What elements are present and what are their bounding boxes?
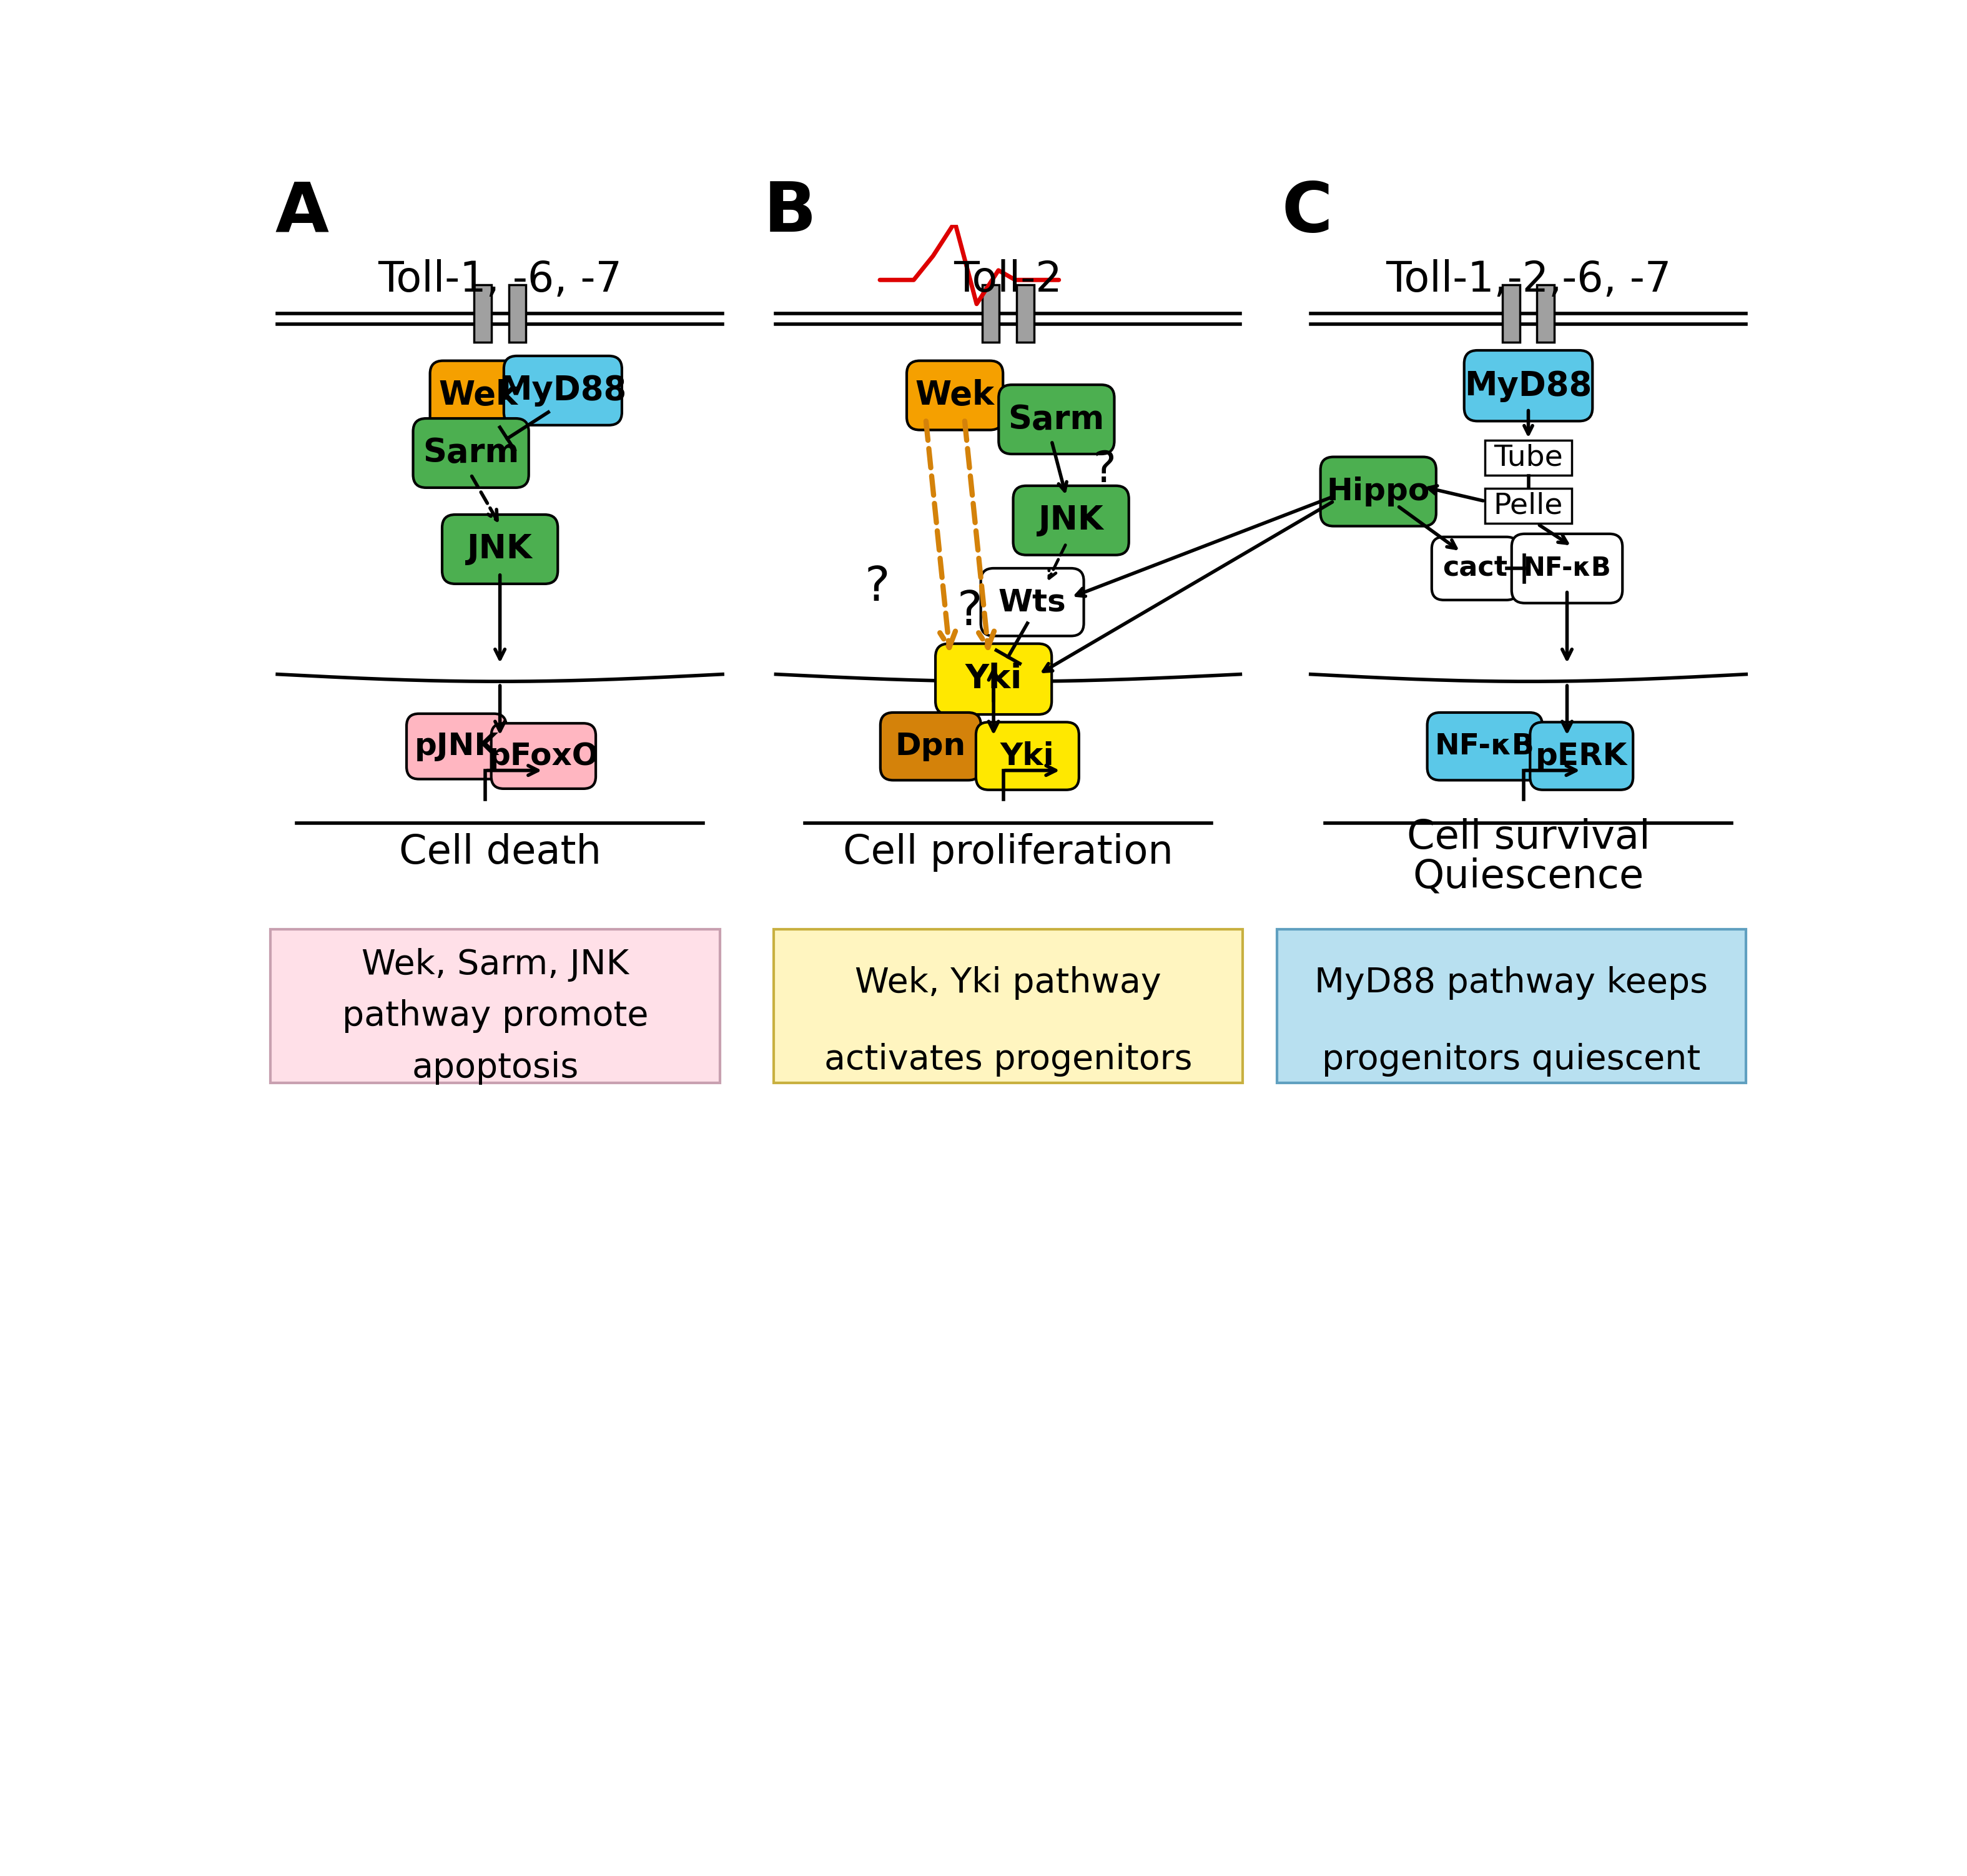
Text: Sarm: Sarm (1009, 403, 1105, 435)
FancyBboxPatch shape (1428, 713, 1542, 780)
Text: progenitors quiescent: progenitors quiescent (1322, 1043, 1701, 1077)
FancyBboxPatch shape (1485, 488, 1572, 523)
Text: Wek: Wek (439, 379, 517, 411)
Text: pERK: pERK (1536, 741, 1627, 771)
FancyBboxPatch shape (1017, 285, 1035, 343)
Text: ?: ? (865, 565, 891, 612)
FancyBboxPatch shape (1503, 285, 1520, 343)
Text: Toll-1,-2,-6, -7: Toll-1,-2,-6, -7 (1385, 259, 1672, 300)
Text: NF-κB: NF-κB (1434, 732, 1534, 760)
Text: MyD88: MyD88 (1465, 370, 1591, 401)
Text: pFoxO: pFoxO (488, 741, 598, 771)
Text: Yki: Yki (1001, 741, 1054, 771)
FancyBboxPatch shape (504, 356, 622, 426)
FancyBboxPatch shape (1485, 441, 1572, 475)
FancyBboxPatch shape (1463, 351, 1593, 420)
FancyBboxPatch shape (1320, 458, 1436, 525)
FancyBboxPatch shape (999, 385, 1115, 454)
Text: Cell death: Cell death (399, 833, 602, 872)
FancyBboxPatch shape (431, 360, 527, 430)
FancyBboxPatch shape (1432, 537, 1519, 600)
Text: apoptosis: apoptosis (411, 1051, 578, 1084)
FancyBboxPatch shape (443, 514, 559, 583)
Text: C: C (1282, 180, 1332, 246)
FancyBboxPatch shape (982, 285, 999, 343)
FancyBboxPatch shape (1277, 929, 1747, 1082)
Text: Wek, Yki pathway: Wek, Yki pathway (856, 966, 1161, 1000)
Text: JNK: JNK (1039, 505, 1103, 537)
Text: ?: ? (956, 589, 982, 634)
FancyBboxPatch shape (1536, 285, 1554, 343)
Text: Cell survival: Cell survival (1406, 818, 1650, 857)
FancyBboxPatch shape (492, 724, 596, 788)
FancyBboxPatch shape (407, 713, 506, 779)
Text: MyD88 pathway keeps: MyD88 pathway keeps (1314, 966, 1707, 1000)
Text: ?: ? (1094, 448, 1117, 492)
Text: pathway promote: pathway promote (342, 1000, 649, 1034)
FancyBboxPatch shape (936, 643, 1052, 715)
Text: activates progenitors: activates progenitors (824, 1043, 1192, 1077)
Text: Wts: Wts (999, 587, 1066, 617)
FancyBboxPatch shape (881, 713, 982, 780)
Text: Wek: Wek (915, 379, 995, 411)
FancyBboxPatch shape (509, 285, 525, 343)
FancyBboxPatch shape (976, 722, 1080, 790)
FancyBboxPatch shape (1530, 722, 1633, 790)
FancyBboxPatch shape (1511, 535, 1623, 602)
FancyBboxPatch shape (1013, 486, 1129, 555)
Text: B: B (763, 180, 816, 246)
Text: Toll-2: Toll-2 (954, 259, 1062, 300)
FancyBboxPatch shape (413, 418, 529, 488)
FancyBboxPatch shape (982, 568, 1084, 636)
Text: Yki: Yki (966, 662, 1023, 696)
Text: pJNK: pJNK (415, 732, 498, 762)
FancyBboxPatch shape (773, 929, 1243, 1082)
Text: Sarm: Sarm (423, 437, 519, 469)
FancyBboxPatch shape (474, 285, 492, 343)
Text: A: A (275, 180, 328, 246)
Text: MyD88: MyD88 (500, 375, 627, 407)
FancyBboxPatch shape (907, 360, 1003, 430)
Text: Pelle: Pelle (1493, 492, 1564, 520)
Text: Tube: Tube (1493, 445, 1564, 473)
Text: Wek, Sarm, JNK: Wek, Sarm, JNK (362, 947, 629, 981)
Text: Quiescence: Quiescence (1412, 857, 1644, 895)
Text: Toll-1, -6, -7: Toll-1, -6, -7 (378, 259, 622, 300)
FancyBboxPatch shape (269, 929, 720, 1082)
Text: Dpn: Dpn (895, 732, 966, 762)
Text: NF-κB: NF-κB (1522, 555, 1611, 582)
Text: JNK: JNK (468, 533, 533, 565)
Text: cact: cact (1442, 555, 1507, 582)
Text: Hippo: Hippo (1326, 477, 1430, 507)
Text: Cell proliferation: Cell proliferation (844, 833, 1172, 872)
